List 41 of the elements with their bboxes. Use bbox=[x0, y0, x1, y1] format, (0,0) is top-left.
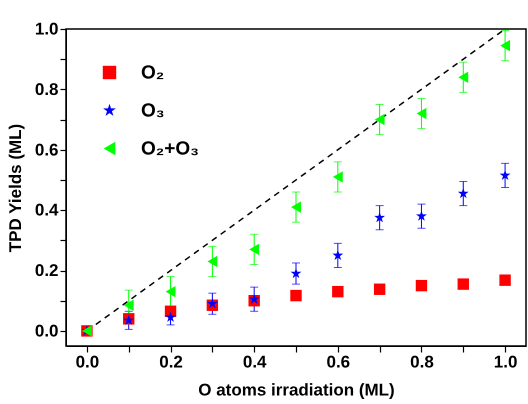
y-tick-label: 0.8 bbox=[34, 80, 58, 99]
point bbox=[291, 201, 301, 213]
point bbox=[207, 256, 218, 268]
point bbox=[374, 284, 386, 295]
point bbox=[416, 280, 428, 292]
y-tick-label: 0.2 bbox=[34, 261, 58, 280]
x-tick-label: 0.6 bbox=[326, 352, 350, 372]
point bbox=[332, 286, 344, 298]
x-tick-label: 0.2 bbox=[159, 352, 183, 372]
point bbox=[206, 298, 218, 308]
point bbox=[374, 212, 386, 222]
y-tick-label: 0.6 bbox=[34, 140, 58, 160]
point bbox=[458, 188, 469, 198]
point bbox=[248, 294, 260, 304]
point bbox=[249, 244, 260, 256]
y-axis-title: TPD Yields (ML) bbox=[6, 124, 25, 252]
x-tick-label: 0.4 bbox=[242, 352, 268, 372]
point bbox=[332, 171, 343, 183]
point bbox=[499, 274, 511, 286]
legend-label: O₃ bbox=[141, 100, 165, 122]
point bbox=[332, 250, 344, 260]
y-tick-label: 0.0 bbox=[34, 321, 58, 340]
y-tick-label: 1.0 bbox=[34, 20, 58, 38]
point bbox=[416, 210, 427, 221]
point bbox=[374, 114, 385, 126]
point bbox=[500, 40, 510, 52]
x-tick-label: 0.0 bbox=[76, 352, 100, 372]
x-tick-label: 0.8 bbox=[410, 352, 434, 372]
point bbox=[458, 72, 468, 84]
point bbox=[124, 300, 134, 311]
legend-label: O₂ bbox=[141, 62, 164, 84]
point bbox=[458, 278, 469, 290]
point bbox=[416, 108, 426, 120]
x-tick-label: 1.0 bbox=[494, 352, 518, 372]
point bbox=[500, 170, 511, 180]
point bbox=[166, 286, 176, 298]
point bbox=[290, 290, 302, 302]
legend-label: O₂+O₃ bbox=[141, 138, 199, 160]
point bbox=[165, 312, 176, 322]
y-tick-label: 0.4 bbox=[34, 200, 60, 220]
x-axis-title: O atoms irradiation (ML) bbox=[198, 380, 395, 400]
